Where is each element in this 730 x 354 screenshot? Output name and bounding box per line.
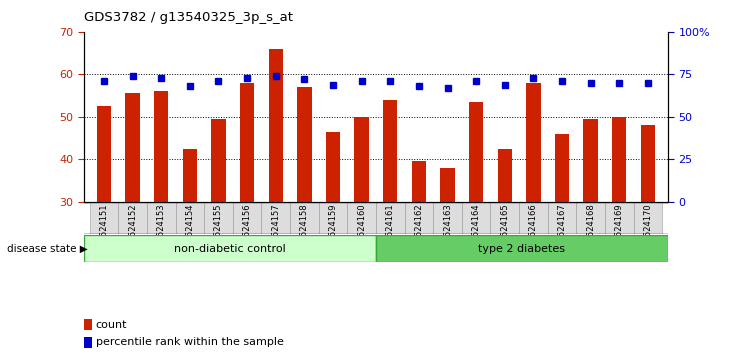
Bar (84, 235, 376, 262)
Text: type 2 diabetes: type 2 diabetes (478, 244, 566, 254)
Bar (204, 202, 233, 234)
Text: GSM524166: GSM524166 (529, 203, 538, 254)
Bar (498, 149, 512, 202)
Bar (583, 119, 598, 202)
Bar (347, 202, 376, 234)
Bar (577, 202, 605, 234)
Bar (240, 83, 254, 202)
Bar (404, 202, 433, 234)
Text: GSM524170: GSM524170 (643, 203, 653, 254)
Text: GSM524169: GSM524169 (615, 203, 623, 254)
Bar (290, 202, 319, 234)
Text: disease state ▶: disease state ▶ (7, 244, 88, 254)
Text: GSM524168: GSM524168 (586, 203, 595, 254)
Bar (412, 161, 426, 202)
Text: GSM524164: GSM524164 (472, 203, 480, 254)
Bar (233, 202, 261, 234)
Text: GSM524154: GSM524154 (185, 203, 194, 254)
Bar (154, 91, 169, 202)
Bar (440, 168, 455, 202)
Bar (548, 202, 577, 234)
Text: GSM524161: GSM524161 (385, 203, 395, 254)
Bar (355, 117, 369, 202)
Text: count: count (96, 320, 127, 330)
Text: GSM524152: GSM524152 (128, 203, 137, 254)
Bar (261, 202, 290, 234)
Bar (212, 119, 226, 202)
Text: GSM524165: GSM524165 (500, 203, 510, 254)
Bar (519, 202, 548, 234)
Bar (126, 93, 139, 202)
Bar (376, 202, 404, 234)
Bar (147, 202, 175, 234)
Bar (612, 117, 626, 202)
Text: GSM524162: GSM524162 (415, 203, 423, 254)
Bar (269, 49, 283, 202)
Bar (97, 106, 111, 202)
Bar (641, 125, 655, 202)
Bar (319, 202, 347, 234)
Bar (182, 149, 197, 202)
Text: GSM524156: GSM524156 (242, 203, 252, 254)
Bar (555, 134, 569, 202)
Bar (469, 102, 483, 202)
Bar (297, 87, 312, 202)
Bar (526, 83, 540, 202)
Bar (462, 202, 491, 234)
Bar (605, 202, 634, 234)
Bar (90, 202, 118, 234)
Text: GSM524153: GSM524153 (157, 203, 166, 254)
Bar (634, 202, 662, 234)
Text: GSM524157: GSM524157 (272, 203, 280, 254)
Bar (84, 319, 92, 330)
Bar (175, 202, 204, 234)
Text: GSM524151: GSM524151 (99, 203, 109, 254)
Bar (491, 202, 519, 234)
Text: GSM524160: GSM524160 (357, 203, 366, 254)
Bar (433, 202, 462, 234)
Bar (118, 202, 147, 234)
Text: GSM524158: GSM524158 (300, 203, 309, 254)
Text: GSM524167: GSM524167 (558, 203, 566, 254)
Bar (84, 337, 92, 348)
Bar (383, 100, 397, 202)
Text: GSM524159: GSM524159 (328, 203, 337, 254)
Bar (326, 132, 340, 202)
Bar (376, 235, 668, 262)
Text: GSM524155: GSM524155 (214, 203, 223, 254)
Text: non-diabetic control: non-diabetic control (174, 244, 286, 254)
Text: GSM524163: GSM524163 (443, 203, 452, 254)
Text: GDS3782 / g13540325_3p_s_at: GDS3782 / g13540325_3p_s_at (84, 11, 293, 24)
Text: percentile rank within the sample: percentile rank within the sample (96, 337, 283, 347)
